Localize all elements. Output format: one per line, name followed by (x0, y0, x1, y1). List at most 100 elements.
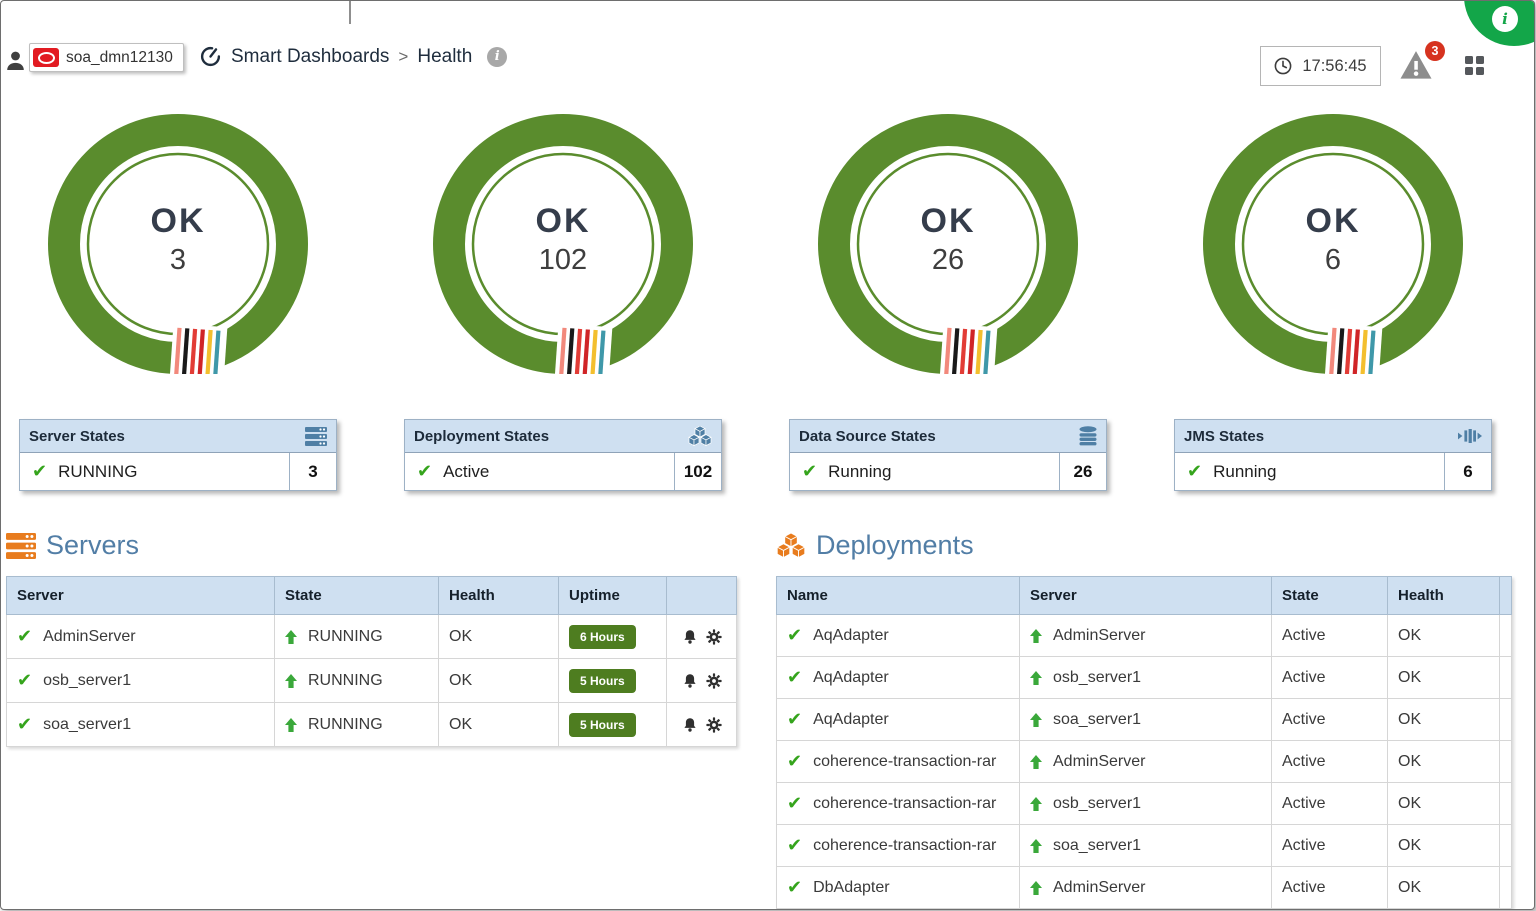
donut-gauge-servers[interactable]: OK 3 (48, 114, 308, 378)
deployment-name: AqAdapter (813, 626, 889, 644)
uptime-badge[interactable]: 6 Hours (569, 624, 636, 649)
table-row[interactable]: ✔ AqAdapter osb_server1 Active OK (776, 656, 1512, 699)
col-health: Health (1387, 576, 1500, 615)
gear-icon[interactable] (705, 628, 722, 645)
col-server: Server (1019, 576, 1272, 615)
up-arrow-icon (1030, 796, 1042, 811)
breadcrumb: Smart Dashboards > Health i (199, 45, 508, 68)
uptime-badge[interactable]: 5 Hours (569, 712, 636, 737)
cursor-artifact (349, 1, 351, 24)
alert-count-badge: 3 (1425, 41, 1445, 61)
donut-value: 6 (1324, 244, 1342, 276)
donut-status: OK (535, 202, 591, 240)
deployment-health: OK (1398, 710, 1422, 728)
card-server-states[interactable]: Server States ✔ RUNNING 3 (19, 419, 337, 491)
deployment-server: AdminServer (1053, 878, 1146, 896)
domain-name: soa_dmn12130 (66, 48, 173, 66)
apps-grid-icon[interactable] (1465, 56, 1484, 75)
deployment-server: AdminServer (1053, 626, 1146, 644)
table-row[interactable]: ✔ AdminServer RUNNING OK 6 Hours (6, 614, 737, 659)
table-row[interactable]: ✔ DbAdapter AdminServer Active OK (776, 866, 1512, 909)
deployments-header-row: Name Server State Health (776, 576, 1512, 615)
domain-chip[interactable]: soa_dmn12130 (29, 43, 184, 72)
server-state: RUNNING (308, 627, 383, 645)
deployment-name: coherence-transaction-rar (813, 752, 997, 770)
bell-icon[interactable] (682, 629, 698, 644)
up-arrow-icon (285, 673, 297, 688)
donut-gauge-datasources[interactable]: OK 26 (818, 114, 1078, 378)
card-title: Deployment States (414, 427, 550, 445)
clock-widget[interactable]: 17:56:45 (1260, 46, 1381, 86)
card-state-label: Running (1213, 461, 1277, 481)
donut-status: OK (920, 202, 976, 240)
up-arrow-icon (1030, 838, 1042, 853)
table-row[interactable]: ✔ soa_server1 RUNNING OK 5 Hours (6, 702, 737, 747)
bell-icon[interactable] (682, 673, 698, 688)
deployment-state: Active (1282, 626, 1326, 644)
gauge-icon (199, 45, 222, 68)
table-row[interactable]: ✔ AqAdapter AdminServer Active OK (776, 614, 1512, 657)
check-icon: ✔ (787, 835, 803, 856)
deployment-state: Active (1282, 752, 1326, 770)
table-row[interactable]: ✔ coherence-transaction-rar osb_server1 A… (776, 782, 1512, 825)
gear-icon[interactable] (705, 716, 722, 733)
table-row[interactable]: ✔ osb_server1 RUNNING OK 5 Hours (6, 658, 737, 703)
deployment-server: soa_server1 (1053, 710, 1142, 728)
jms-icon (1458, 429, 1482, 443)
col-state: State (1271, 576, 1388, 615)
server-health: OK (449, 671, 473, 689)
deployment-health: OK (1398, 626, 1422, 644)
server-name: osb_server1 (43, 671, 132, 689)
breadcrumb-separator: > (398, 46, 409, 66)
check-icon: ✔ (802, 461, 818, 482)
corner-info-icon[interactable]: i (1492, 6, 1518, 32)
donut-status: OK (150, 202, 206, 240)
server-health: OK (449, 715, 473, 733)
donut-gauge-deployments[interactable]: OK 102 (433, 114, 693, 378)
breadcrumb-app[interactable]: Smart Dashboards (231, 45, 390, 67)
deployment-name: AqAdapter (813, 710, 889, 728)
database-icon (1079, 426, 1097, 446)
card-datasource-states[interactable]: Data Source States ✔ Running 26 (789, 419, 1107, 491)
card-state-count: 102 (674, 453, 721, 490)
servers-table: Server State Health Uptime ✔ AdminServer … (6, 576, 737, 747)
servers-header-row: Server State Health Uptime (6, 576, 737, 615)
up-arrow-icon (1030, 670, 1042, 685)
col-uptime: Uptime (558, 576, 667, 615)
gear-icon[interactable] (705, 672, 722, 689)
donut-value: 3 (169, 244, 187, 276)
card-jms-states[interactable]: JMS States ✔ Running 6 (1174, 419, 1492, 491)
up-arrow-icon (1030, 712, 1042, 727)
table-row[interactable]: ✔ AqAdapter soa_server1 Active OK (776, 698, 1512, 741)
deployments-icon (688, 426, 712, 446)
check-icon: ✔ (1187, 461, 1203, 482)
bell-icon[interactable] (682, 717, 698, 732)
deployment-health: OK (1398, 836, 1422, 854)
page-info-icon[interactable]: i (487, 46, 508, 67)
deployment-server: osb_server1 (1053, 668, 1142, 686)
alerts-button[interactable]: 3 (1399, 41, 1445, 89)
deployment-state: Active (1282, 794, 1326, 812)
card-state-count: 26 (1059, 453, 1106, 490)
table-row[interactable]: ✔ coherence-transaction-rar AdminServer A… (776, 740, 1512, 783)
card-deployment-states[interactable]: Deployment States ✔ Active 102 (404, 419, 722, 491)
deployments-section-header: Deployments (776, 530, 974, 561)
deployment-name: AqAdapter (813, 668, 889, 686)
table-row[interactable]: ✔ coherence-transaction-rar soa_server1 A… (776, 824, 1512, 867)
donut-value: 102 (538, 244, 588, 276)
donut-status: OK (1305, 202, 1361, 240)
server-health: OK (449, 627, 473, 645)
deployment-state: Active (1282, 878, 1326, 896)
deployment-state: Active (1282, 668, 1326, 686)
donut-gauge-jms[interactable]: OK 6 (1203, 114, 1463, 378)
check-icon: ✔ (787, 625, 803, 646)
deployment-state: Active (1282, 836, 1326, 854)
user-icon[interactable] (6, 51, 25, 71)
uptime-badge[interactable]: 5 Hours (569, 668, 636, 693)
card-state-label: Running (828, 461, 892, 481)
deployment-name: coherence-transaction-rar (813, 836, 997, 854)
servers-icon (305, 426, 327, 446)
deployment-name: coherence-transaction-rar (813, 794, 997, 812)
check-icon: ✔ (787, 751, 803, 772)
